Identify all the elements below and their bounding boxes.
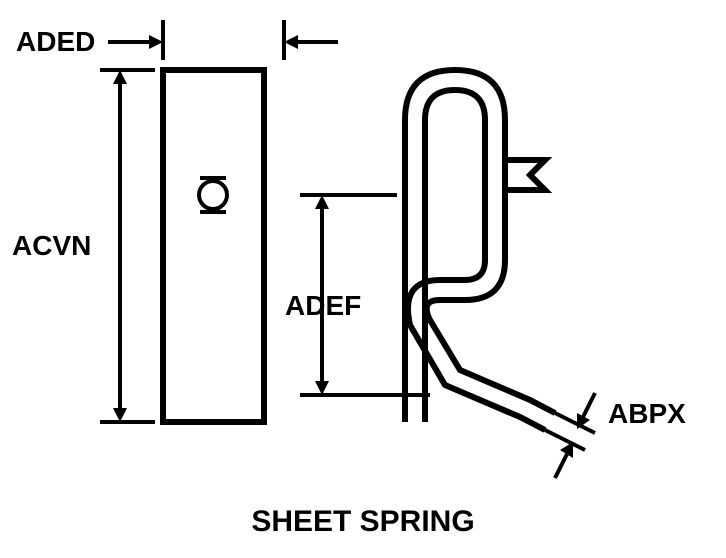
adef-label: ADEF	[285, 290, 361, 322]
center-symbol	[199, 178, 227, 212]
diagram-title: SHEET SPRING	[0, 505, 726, 539]
abpx-label: ABPX	[608, 398, 686, 430]
abpx-dimension	[545, 393, 595, 478]
spring-profile	[405, 70, 555, 430]
sheet-spring-diagram	[0, 0, 726, 558]
aded-label: ADED	[16, 26, 95, 58]
acvn-label: ACVN	[12, 230, 91, 262]
acvn-dimension	[100, 70, 155, 422]
front-rectangle	[163, 70, 264, 422]
aded-dimension	[108, 20, 338, 60]
